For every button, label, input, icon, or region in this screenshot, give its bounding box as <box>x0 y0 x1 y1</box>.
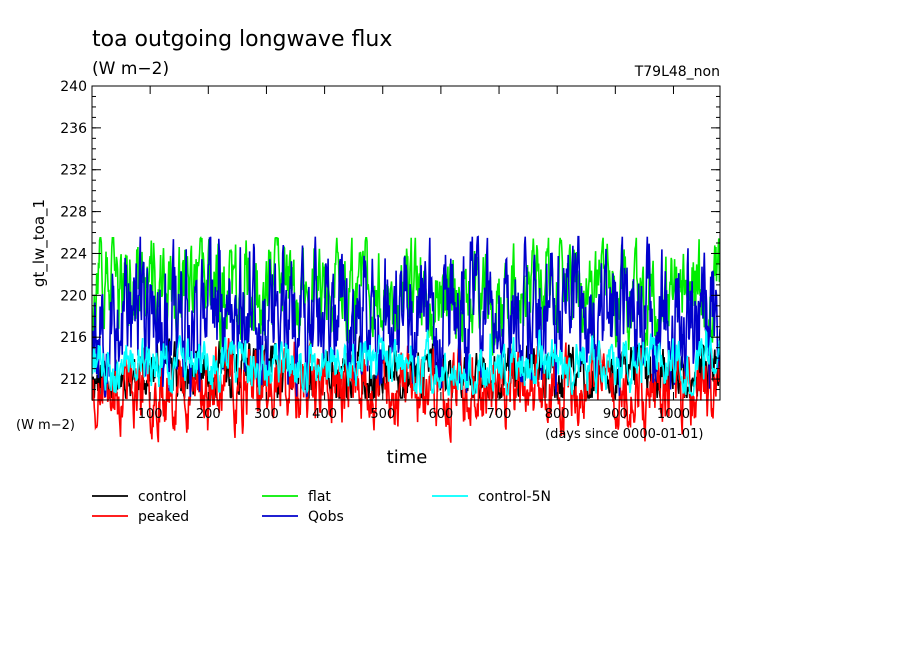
series-line-peaked <box>92 338 720 443</box>
legend-label-control-5N: control-5N <box>478 489 551 505</box>
y-tick-label: 232 <box>60 163 87 179</box>
y-axis-unit: (W m−2) <box>16 418 75 433</box>
axes: 212 216 220 224 228 232 236 240 100 200 300 400 500 6… <box>60 79 721 422</box>
y-tick-label: 240 <box>60 79 87 95</box>
y-tick-label: 220 <box>60 288 87 304</box>
legend-label-Qobs: Qobs <box>308 509 344 525</box>
x-tick-label: 700 <box>487 407 512 422</box>
x-tick-label: 900 <box>603 407 628 422</box>
y-tick-label: 212 <box>60 372 87 388</box>
chart-subtitle: (W m−2) <box>92 59 169 79</box>
series-line-Qobs <box>92 235 720 398</box>
x-tick-label: 100 <box>138 407 163 422</box>
chart-annotation-right: T79L48_non <box>634 64 720 80</box>
x-axis-label: time <box>387 447 428 468</box>
y-axis-label: gt_lw_toa_1 <box>30 199 49 287</box>
legend: control peaked flat Qobs control-5N <box>92 489 551 525</box>
x-tick-label: 800 <box>545 407 570 422</box>
y-tick-label: 224 <box>60 246 87 262</box>
x-tick-label: 200 <box>196 407 221 422</box>
y-tick-label: 228 <box>60 205 87 221</box>
y-tick-label: 216 <box>60 330 87 346</box>
x-tick-label: 500 <box>370 407 395 422</box>
chart-title: toa outgoing longwave flux <box>92 27 392 52</box>
y-tick-label: 236 <box>60 121 87 137</box>
x-tick-label: 300 <box>254 407 279 422</box>
x-tick-label: 400 <box>312 407 337 422</box>
legend-label-flat: flat <box>308 489 331 505</box>
legend-label-peaked: peaked <box>138 509 189 525</box>
x-tick-label: 1000 <box>657 407 690 422</box>
series-line-control-5N <box>92 328 720 397</box>
legend-label-control: control <box>138 489 187 505</box>
x-tick-label: 600 <box>428 407 453 422</box>
x-axis-unit: (days since 0000-01-01) <box>545 427 703 442</box>
